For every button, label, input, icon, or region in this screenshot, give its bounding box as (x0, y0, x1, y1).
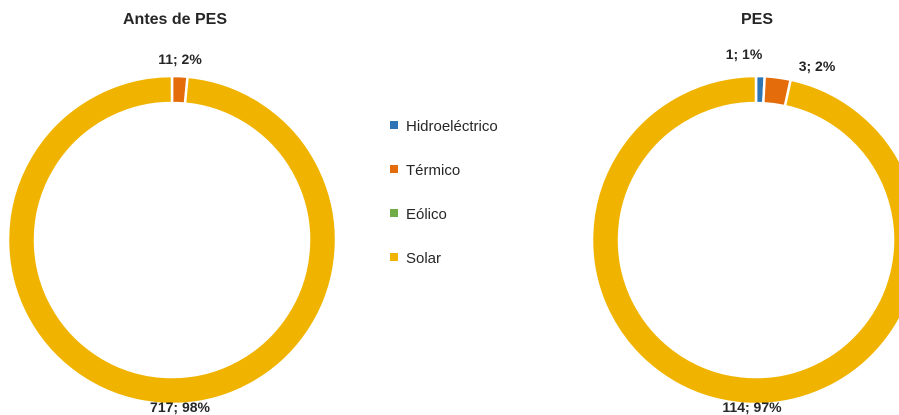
legend-item-solar: Solar (390, 250, 441, 267)
legend-label-hidroelectrico: Hidroeléctrico (406, 118, 498, 135)
legend-swatch-solar (390, 253, 398, 261)
legend-item-eolico: Eólico (390, 206, 447, 223)
slice-pes-solar (590, 74, 899, 406)
legend-item-termico: Térmico (390, 162, 460, 179)
data-label-antes-solar: 717; 98% (150, 399, 210, 415)
data-label-pes-solar: 114; 97% (722, 399, 782, 415)
slice-antes-solar (6, 74, 338, 406)
legend-label-termico: Térmico (406, 162, 460, 179)
data-label-pes-hidroelectrico: 1; 1% (726, 46, 763, 62)
chart-title-antes: Antes de PES (123, 11, 227, 28)
legend-label-eolico: Eólico (406, 206, 447, 223)
legend-item-hidroelectrico: Hidroeléctrico (390, 118, 498, 135)
legend-swatch-hidroelectrico (390, 121, 398, 129)
legend-label-solar: Solar (406, 250, 441, 267)
legend: Hidroeléctrico Térmico Eólico Solar (390, 118, 498, 267)
donut-slices-pes (590, 74, 899, 406)
data-label-pes-termico: 3; 2% (799, 58, 836, 74)
data-label-antes-termico: 11; 2% (158, 51, 202, 67)
donut-slices-antes (6, 74, 338, 406)
donut-chart-pes: PES 1; 1% 3; 2% 114; 97% (590, 11, 899, 415)
donut-chart-antes: Antes de PES 11; 2% 717; 98% (6, 11, 338, 415)
legend-swatch-termico (390, 165, 398, 173)
chart-title-pes: PES (741, 11, 773, 28)
legend-swatch-eolico (390, 209, 398, 217)
